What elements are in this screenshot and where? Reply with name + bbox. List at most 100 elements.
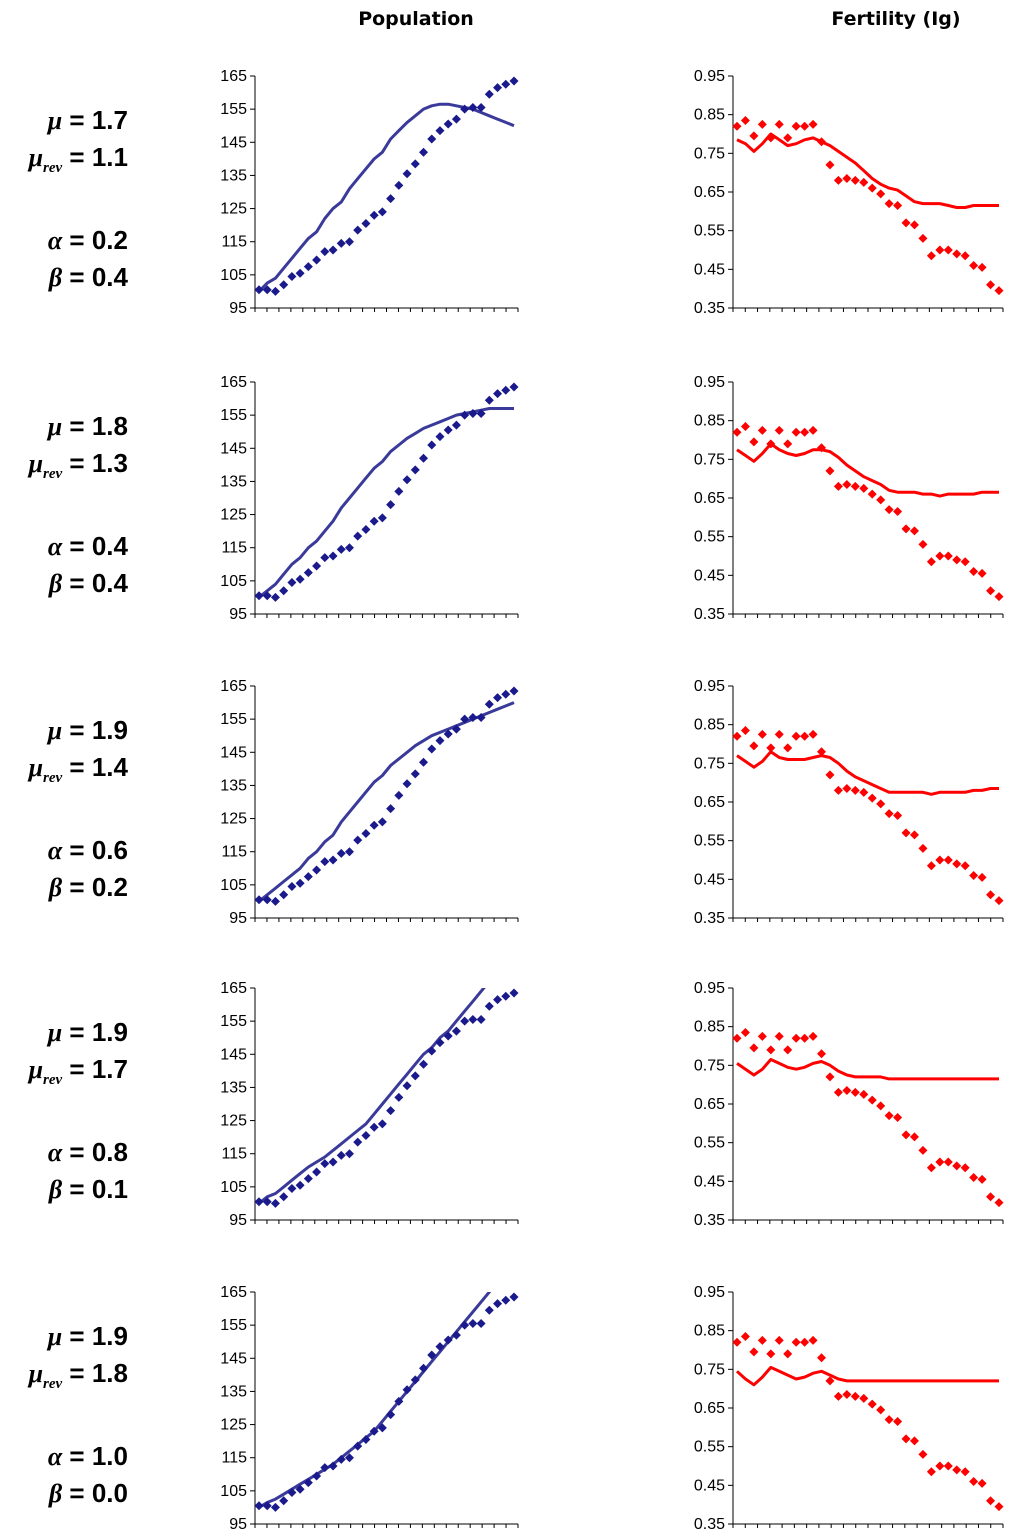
observed-point <box>893 201 903 211</box>
y-tick-label: 0.75 <box>694 1361 725 1378</box>
observed-point <box>740 725 750 735</box>
observed-point <box>287 272 297 282</box>
observed-point <box>732 731 742 741</box>
y-tick-label: 165 <box>220 980 247 997</box>
y-tick-label: 0.75 <box>694 451 725 468</box>
observed-point <box>791 1337 801 1347</box>
observed-point <box>369 820 379 830</box>
observed-point <box>740 1027 750 1037</box>
y-tick-label: 105 <box>220 267 247 284</box>
observed-point <box>419 453 429 463</box>
y-tick-label: 115 <box>221 844 247 861</box>
observed-point <box>757 425 767 435</box>
observed-point <box>402 779 412 789</box>
y-tick-label: 0.35 <box>694 606 725 623</box>
observed-point <box>969 566 979 576</box>
y-tick-label: 0.45 <box>694 1477 725 1494</box>
beta-value-line: β = 0.1 <box>48 1174 128 1205</box>
observed-point <box>986 1192 996 1202</box>
observed-point <box>361 218 371 228</box>
observed-point <box>893 811 903 821</box>
observed-point <box>825 1072 835 1082</box>
y-tick-label: 105 <box>220 877 247 894</box>
observed-point <box>270 896 280 906</box>
parameter-block: μ = 1.9 μrev = 1.7 α = 0.8 β = 0.1 <box>0 1014 128 1208</box>
y-tick-label: 125 <box>220 1113 247 1130</box>
observed-point <box>443 729 453 739</box>
observed-point <box>451 1330 461 1340</box>
population-chart: 165 155 145 135 125 115 105 95 <box>220 374 519 623</box>
observed-point <box>402 169 412 179</box>
observed-point <box>867 793 877 803</box>
observed-point <box>774 119 784 129</box>
observed-point <box>994 592 1004 602</box>
greek-symbol: μ <box>47 106 63 135</box>
observed-point <box>443 425 453 435</box>
observed-point <box>918 539 928 549</box>
y-tick-label: 145 <box>220 744 247 761</box>
y-tick-label: 0.95 <box>694 980 725 997</box>
observed-point <box>509 1292 519 1302</box>
observed-point <box>757 1031 767 1041</box>
y-tick-label: 155 <box>220 101 247 118</box>
fertility-chart: 0.95 0.85 0.75 0.65 0.55 0.45 0.35 <box>694 1284 1004 1533</box>
observed-point <box>757 1335 767 1345</box>
observed-point <box>740 1331 750 1341</box>
observed-point <box>501 79 511 89</box>
observed-point <box>279 1496 289 1506</box>
model-series-line <box>258 1292 492 1509</box>
observed-point <box>336 1150 346 1160</box>
model-series-line <box>258 701 515 903</box>
greek-symbol: β <box>48 263 63 293</box>
observed-point <box>901 218 911 228</box>
mu-value: 1.9 <box>91 715 128 745</box>
observed-point <box>312 865 322 875</box>
observed-point <box>394 1396 404 1406</box>
greek-symbol: β <box>48 873 63 903</box>
observed-point <box>295 878 305 888</box>
observed-point <box>977 262 987 272</box>
y-tick-label: 125 <box>220 1417 247 1434</box>
observed-point <box>935 1157 945 1167</box>
y-tick-label: 0.55 <box>694 529 725 546</box>
observed-point <box>262 1501 272 1511</box>
observed-point <box>369 1426 379 1436</box>
observed-point <box>960 251 970 261</box>
observed-point <box>484 89 494 99</box>
observed-point <box>476 1014 486 1024</box>
y-tick-label: 95 <box>229 606 247 623</box>
observed-point <box>876 799 886 809</box>
observed-point <box>749 1347 759 1357</box>
observed-point <box>320 247 330 257</box>
observed-point <box>918 1449 928 1459</box>
observed-point <box>476 408 486 418</box>
observed-point <box>344 847 354 857</box>
observed-point <box>800 427 810 437</box>
observed-point <box>977 568 987 578</box>
observed-point <box>419 147 429 157</box>
y-tick-label: 0.35 <box>694 1212 725 1229</box>
observed-point <box>353 225 363 235</box>
observed-point <box>254 591 264 601</box>
observed-point <box>749 741 759 751</box>
observed-point <box>435 1342 445 1352</box>
observed-point <box>817 137 827 147</box>
y-tick-label: 0.35 <box>694 300 725 317</box>
observed-point <box>901 1130 911 1140</box>
mu-value: 1.8 <box>91 411 128 441</box>
observed-point <box>749 437 759 447</box>
y-tick-label: 155 <box>220 711 247 728</box>
observed-point <box>410 1071 420 1081</box>
observed-point <box>394 180 404 190</box>
observed-point <box>833 1087 843 1097</box>
observed-point <box>427 1350 437 1360</box>
y-tick-label: 0.95 <box>694 68 725 85</box>
observed-point <box>994 286 1004 296</box>
observed-point <box>867 1095 877 1105</box>
observed-point <box>328 855 338 865</box>
observed-point <box>850 175 860 185</box>
y-tick-label: 0.45 <box>694 261 725 278</box>
observed-point <box>295 574 305 584</box>
observed-point <box>817 1049 827 1059</box>
parameter-block: μ = 1.8 μrev = 1.3 α = 0.4 β = 0.4 <box>0 408 128 602</box>
